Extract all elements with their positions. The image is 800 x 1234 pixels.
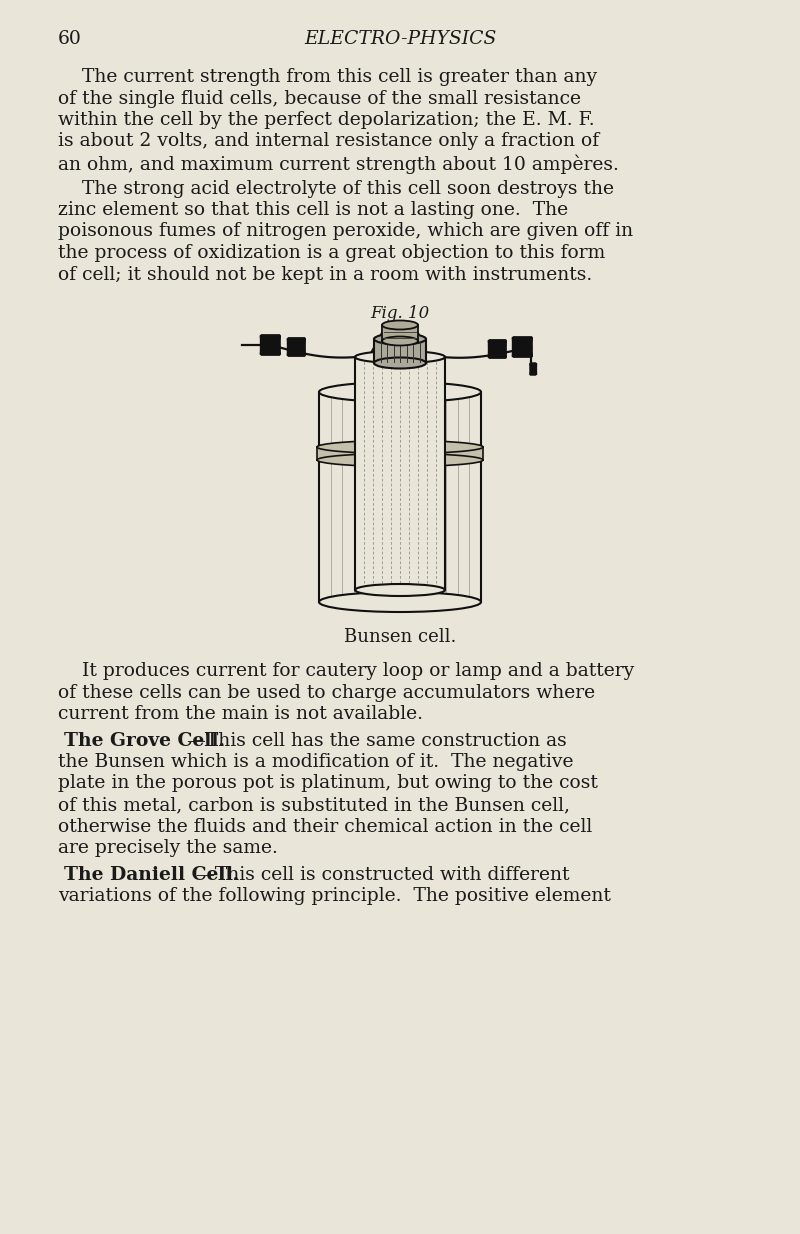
Text: Fig. 10: Fig. 10: [370, 305, 430, 322]
Text: current from the main is not available.: current from the main is not available.: [58, 705, 423, 723]
Text: within the cell by the perfect depolarization; the E. M. F.: within the cell by the perfect depolariz…: [58, 111, 594, 130]
Text: are precisely the same.: are precisely the same.: [58, 839, 278, 856]
Text: of these cells can be used to charge accumulators where: of these cells can be used to charge acc…: [58, 684, 595, 701]
Text: The current strength from this cell is greater than any: The current strength from this cell is g…: [58, 68, 597, 86]
Ellipse shape: [382, 321, 418, 329]
Text: of cell; it should not be kept in a room with instruments.: of cell; it should not be kept in a room…: [58, 265, 592, 284]
Text: The Daniell Cell.: The Daniell Cell.: [64, 865, 239, 884]
Bar: [317, 447, 483, 460]
Bar: [382, 325, 418, 341]
Ellipse shape: [355, 584, 445, 596]
Text: ELECTRO-PHYSICS: ELECTRO-PHYSICS: [304, 30, 496, 48]
Ellipse shape: [374, 333, 426, 344]
Text: the process of oxidization is a great objection to this form: the process of oxidization is a great ob…: [58, 244, 606, 262]
Text: The strong acid electrolyte of this cell soon destroys the: The strong acid electrolyte of this cell…: [58, 179, 614, 197]
Text: the Bunsen which is a modification of it.  The negative: the Bunsen which is a modification of it…: [58, 753, 574, 771]
Text: plate in the porous pot is platinum, but owing to the cost: plate in the porous pot is platinum, but…: [58, 775, 598, 792]
Text: an ohm, and maximum current strength about 10 ampères.: an ohm, and maximum current strength abo…: [58, 154, 619, 174]
Text: poisonous fumes of nitrogen peroxide, which are given off in: poisonous fumes of nitrogen peroxide, wh…: [58, 222, 633, 241]
Ellipse shape: [382, 337, 418, 346]
Ellipse shape: [317, 441, 483, 454]
Ellipse shape: [319, 592, 481, 612]
Ellipse shape: [317, 454, 483, 466]
Text: zinc element so that this cell is not a lasting one.  The: zinc element so that this cell is not a …: [58, 201, 568, 218]
Ellipse shape: [374, 358, 426, 369]
Ellipse shape: [319, 383, 481, 402]
Text: —This cell has the same construction as: —This cell has the same construction as: [187, 732, 566, 749]
Text: of this metal, carbon is substituted in the Bunsen cell,: of this metal, carbon is substituted in …: [58, 796, 570, 814]
Text: —This cell is constructed with different: —This cell is constructed with different: [196, 865, 570, 884]
Ellipse shape: [355, 350, 445, 363]
Text: It produces current for cautery loop or lamp and a battery: It produces current for cautery loop or …: [58, 661, 634, 680]
Bar: [355, 357, 445, 590]
Text: Bunsen cell.: Bunsen cell.: [344, 628, 456, 647]
Text: 60: 60: [58, 30, 82, 48]
Text: is about 2 volts, and internal resistance only a fraction of: is about 2 volts, and internal resistanc…: [58, 132, 599, 151]
Text: of the single fluid cells, because of the small resistance: of the single fluid cells, because of th…: [58, 90, 581, 107]
Text: variations of the following principle.  The positive element: variations of the following principle. T…: [58, 887, 611, 905]
Bar: [319, 392, 481, 602]
Text: The Grove Cell.: The Grove Cell.: [64, 732, 225, 749]
Bar: [374, 339, 426, 363]
Text: otherwise the fluids and their chemical action in the cell: otherwise the fluids and their chemical …: [58, 817, 592, 835]
